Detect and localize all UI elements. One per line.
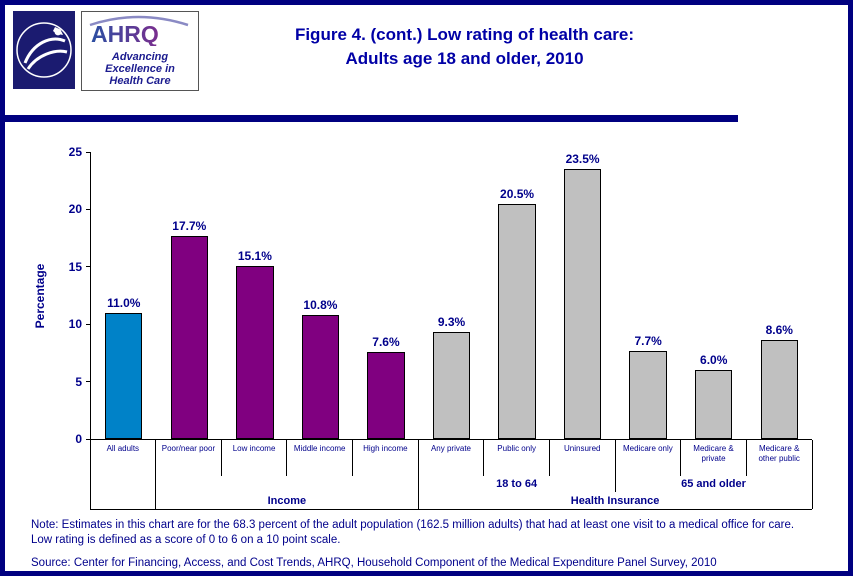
bar-all-adults bbox=[105, 312, 143, 439]
bar-slot: 17.7% bbox=[157, 152, 223, 439]
bar-medicare-only bbox=[629, 350, 667, 439]
category-label: Any private bbox=[430, 444, 471, 453]
y-axis-tick-label: 5 bbox=[75, 374, 82, 389]
ahrq-tagline-line: Health Care bbox=[109, 75, 171, 88]
ahrq-logo: AHRQ Advancing Excellence in Health Care bbox=[81, 11, 199, 91]
y-axis-tick-label: 0 bbox=[75, 432, 82, 446]
y-axis-tick-label: 20 bbox=[68, 202, 82, 217]
y-axis-tick-mark bbox=[86, 438, 91, 440]
header-divider bbox=[5, 115, 738, 122]
y-axis-tick-mark bbox=[86, 381, 91, 383]
axis-separator-line bbox=[483, 440, 485, 476]
note-line-1: Note: Estimates in this chart are for th… bbox=[31, 519, 795, 531]
axis-group-label: 18 to 64 bbox=[496, 478, 538, 490]
ahrq-tagline: Advancing Excellence in Health Care bbox=[86, 51, 194, 87]
title-line-2: Adults age 18 and older, 2010 bbox=[345, 48, 584, 68]
hhs-logo bbox=[13, 11, 75, 89]
bar-value-label: 15.1% bbox=[237, 248, 272, 263]
category-label: Low income bbox=[232, 444, 276, 453]
bar-poor-near-poor bbox=[170, 235, 208, 439]
category-label: Medicare only bbox=[622, 444, 673, 453]
bar-slot: 10.8% bbox=[288, 152, 354, 439]
hhs-seal-icon bbox=[13, 11, 75, 89]
bar-uninsured bbox=[563, 169, 602, 439]
bar-series: 11.0% 17.7% 15.1% 10.8% 7.6% 9.3% 20.5% 23.5% 7.… bbox=[91, 152, 812, 439]
bar-slot: 15.1% bbox=[222, 152, 288, 439]
y-axis-tick-mark bbox=[86, 266, 91, 268]
axis-separator-line bbox=[352, 440, 354, 476]
category-label: Middle income bbox=[293, 444, 346, 453]
source-text: Source: Center for Financing, Access, an… bbox=[31, 556, 717, 569]
bar-slot: 20.5% bbox=[484, 152, 550, 439]
bar-value-label: 7.6% bbox=[372, 334, 400, 349]
category-label: Uninsured bbox=[564, 444, 601, 453]
header: AHRQ Advancing Excellence in Health Care… bbox=[5, 5, 848, 107]
axis-group-label: Income bbox=[267, 494, 307, 507]
chart: Percentage 11.0% 17.7% 15.1% 10.8% 7.6% 9.3% 2… bbox=[33, 145, 813, 510]
category-label: All adults bbox=[106, 444, 140, 453]
bar-middle-income bbox=[301, 315, 340, 439]
y-axis-tick-mark bbox=[86, 151, 91, 153]
bar-value-label: 6.0% bbox=[700, 353, 728, 368]
bar-slot: 11.0% bbox=[91, 152, 157, 439]
y-axis-tick-label: 10 bbox=[68, 317, 82, 332]
bar-high-income bbox=[367, 351, 405, 439]
bar-slot: 7.6% bbox=[353, 152, 419, 439]
bar-slot: 8.6% bbox=[746, 152, 812, 439]
axis-group-label: Health Insurance bbox=[570, 494, 660, 507]
bar-low-income bbox=[236, 265, 274, 439]
category-label: Medicare & private bbox=[693, 444, 734, 463]
y-axis-tick-label: 25 bbox=[68, 145, 82, 159]
ahrq-wordmark-icon: AHRQ bbox=[89, 15, 189, 47]
category-label: High income bbox=[363, 444, 408, 453]
bar-slot: 6.0% bbox=[681, 152, 747, 439]
y-axis-title: Percentage bbox=[33, 263, 47, 328]
axis-separator-line bbox=[220, 440, 222, 476]
category-label: Poor/near poor bbox=[161, 444, 216, 453]
y-axis-tick-label: 15 bbox=[68, 259, 82, 274]
axis-separator-line bbox=[89, 440, 91, 509]
bar-value-label: 23.5% bbox=[565, 152, 600, 167]
bar-value-label: 17.7% bbox=[172, 218, 207, 233]
axis-group-label: 65 and older bbox=[681, 478, 746, 490]
y-axis-tick-mark bbox=[86, 208, 91, 210]
svg-text:AHRQ: AHRQ bbox=[91, 21, 159, 46]
bar-value-label: 8.6% bbox=[765, 323, 793, 338]
bar-value-label: 9.3% bbox=[437, 315, 466, 330]
bar-value-label: 10.8% bbox=[303, 298, 338, 313]
y-axis-tick-mark bbox=[86, 323, 91, 325]
axis-separator-line bbox=[548, 440, 550, 476]
x-axis: All adults Poor/near poor Low income Middle… bbox=[89, 440, 813, 510]
category-label: Medicare & other public bbox=[758, 444, 800, 463]
bar-value-label: 11.0% bbox=[107, 295, 141, 310]
axis-separator-line bbox=[680, 440, 682, 476]
axis-separator-line bbox=[811, 440, 813, 509]
title-line-1: Figure 4. (cont.) Low rating of health c… bbox=[294, 25, 635, 44]
axis-separator-line bbox=[286, 440, 288, 476]
bar-value-label: 20.5% bbox=[500, 186, 535, 201]
axis-separator-line bbox=[745, 440, 747, 476]
logos: AHRQ Advancing Excellence in Health Care bbox=[13, 11, 199, 91]
plot-area: Percentage 11.0% 17.7% 15.1% 10.8% 7.6% 9.3% 2… bbox=[33, 145, 812, 446]
ahrq-tagline-line: Advancing bbox=[111, 51, 169, 63]
category-label: Public only bbox=[497, 444, 536, 453]
axis-separator-line bbox=[614, 440, 616, 492]
bar-slot: 7.7% bbox=[615, 152, 681, 439]
note-text: Note: Estimates in this chart are for th… bbox=[31, 518, 840, 548]
bar-medicare-private bbox=[695, 370, 733, 439]
bar-medicare-other-public bbox=[760, 340, 798, 439]
bar-public-only bbox=[498, 203, 536, 439]
bar-slot: 9.3% bbox=[419, 152, 485, 439]
axis-separator-line bbox=[155, 440, 157, 509]
page-title: Figure 4. (cont.) Low rating of health c… bbox=[199, 11, 730, 71]
bar-value-label: 7.7% bbox=[634, 333, 662, 348]
bar-any-private bbox=[432, 332, 471, 439]
bar-slot: 23.5% bbox=[550, 152, 616, 439]
note-line-2: Low rating is defined as a score of 0 to… bbox=[31, 533, 341, 546]
ahrq-tagline-line: Excellence in bbox=[105, 63, 175, 76]
axis-separator-line bbox=[417, 440, 419, 509]
